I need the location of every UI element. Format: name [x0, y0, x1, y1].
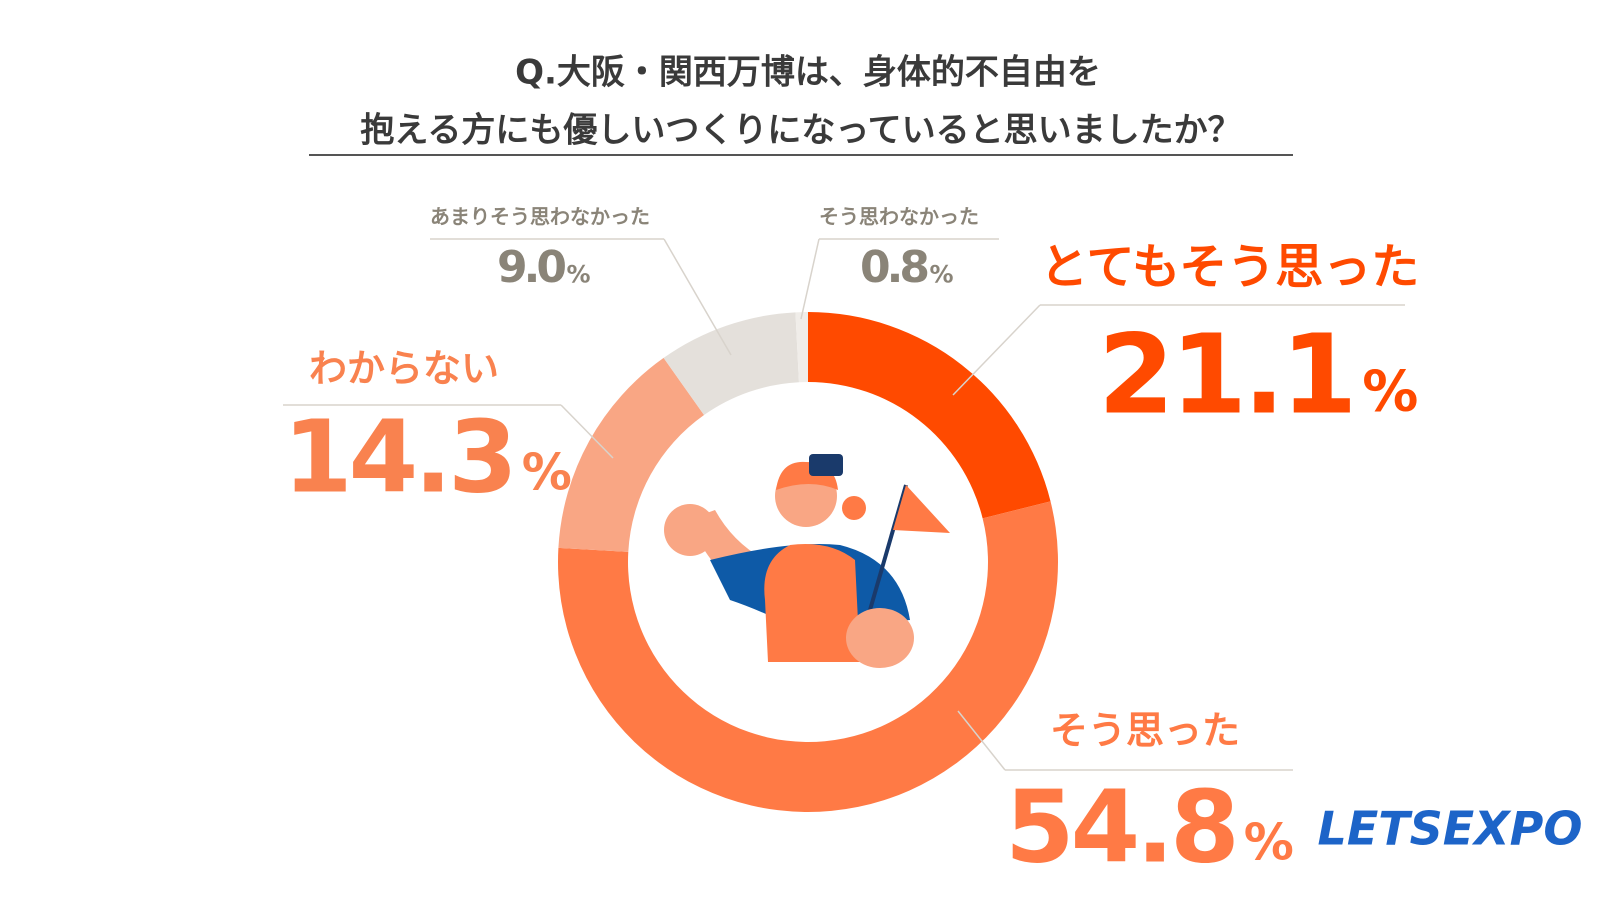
value-label: 0.8	[860, 242, 927, 293]
logo: LETSEXPO	[1318, 802, 1583, 856]
donut-slice	[558, 357, 705, 552]
value-unit: %	[1362, 359, 1418, 424]
donut-slice	[808, 312, 1051, 519]
leader-line	[952, 304, 1041, 396]
leader-line	[800, 238, 820, 320]
category-label: あまりそう思わなかった	[430, 205, 650, 229]
donut-slice	[795, 312, 808, 383]
value-unit: %	[929, 260, 953, 288]
value-label: 9.0	[497, 242, 565, 293]
value-unit: %	[522, 444, 572, 502]
category-label: わからない	[309, 347, 499, 391]
value-unit: %	[1244, 814, 1294, 872]
leader-line	[957, 710, 1006, 771]
leader-line	[560, 404, 614, 459]
illustration	[664, 454, 950, 668]
value-unit: %	[566, 260, 590, 288]
leader-line	[663, 238, 732, 356]
chart-title: Q.大阪・関西万博は、身体的不自由を	[515, 53, 1101, 93]
category-label: とてもそう思った	[1040, 239, 1419, 295]
donut-slice	[558, 501, 1058, 813]
donut	[558, 312, 1058, 813]
value-label: 21.1	[1098, 310, 1353, 438]
labels: とてもそう思った 21.1 % そう思った 54.8 % わからない 14.3 % あまりそう思わ…	[283, 205, 1419, 885]
donut-slice	[663, 312, 799, 416]
value-label: 54.8	[1005, 768, 1236, 885]
value-label: 14.3	[283, 398, 514, 515]
category-label: そう思った	[1050, 709, 1240, 753]
category-label: そう思わなかった	[819, 205, 979, 229]
chart-title: 抱える方にも優しいつくりになっていると思いましたか？	[360, 111, 1241, 151]
